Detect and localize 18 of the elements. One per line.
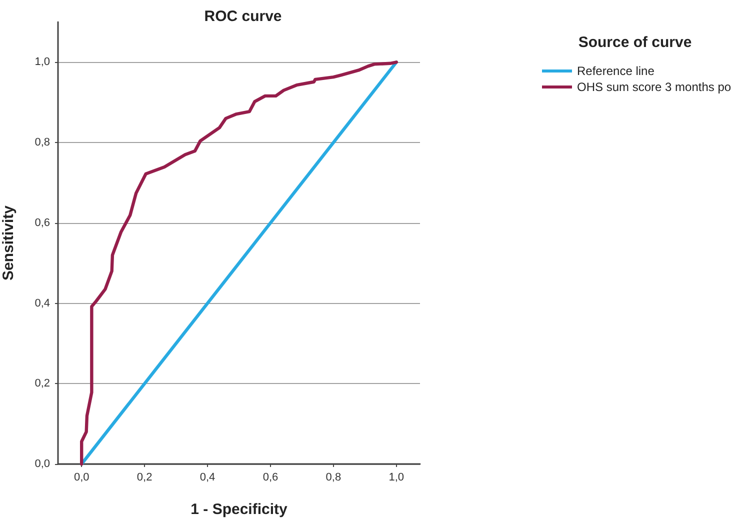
y-tick-label: 0,2 — [34, 378, 50, 390]
x-axis-title: 1 - Specificity — [190, 501, 288, 518]
chart-title: ROC curve — [204, 8, 282, 25]
legend-title: Source of curve — [578, 34, 692, 51]
legend-label: Reference line — [577, 64, 655, 78]
legend-label: OHS sum score 3 months po — [577, 80, 732, 94]
y-axis-title: Sensitivity — [0, 204, 17, 281]
x-tick-label: 0,6 — [262, 472, 278, 484]
y-tick-label: 1,0 — [34, 56, 50, 68]
y-tick-label: 0,6 — [34, 216, 50, 229]
x-tick-label: 1,0 — [388, 472, 404, 484]
x-tick-label: 0,8 — [326, 472, 342, 484]
x-tick-label: 0,4 — [200, 472, 216, 484]
x-tick-label: 0,0 — [74, 472, 90, 484]
x-tick-label: 0,2 — [136, 472, 152, 484]
y-tick-label: 0,4 — [34, 297, 50, 310]
y-tick-label: 0,0 — [34, 458, 50, 470]
y-tick-label: 0,8 — [34, 136, 50, 149]
